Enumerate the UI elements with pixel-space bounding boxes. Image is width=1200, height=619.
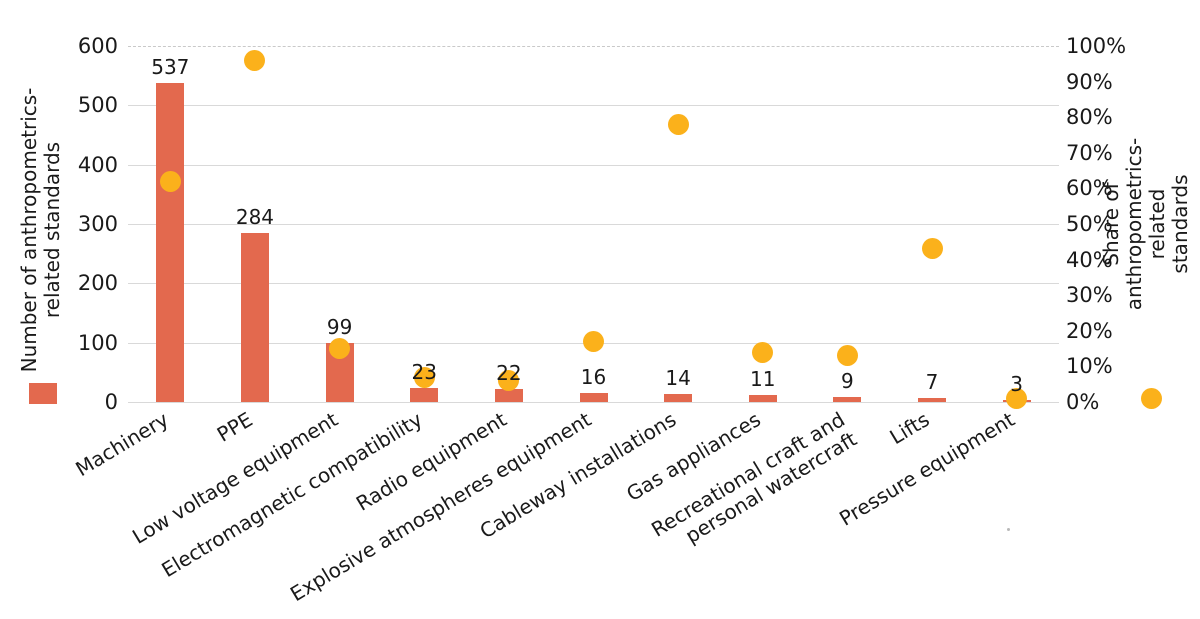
share-dot-cableway-installations xyxy=(667,113,689,135)
right-axis-tick: 50% xyxy=(1066,212,1113,236)
stray-mark xyxy=(1007,528,1010,531)
bar-value-machinery: 537 xyxy=(151,55,190,80)
bar-cableway-installations xyxy=(664,393,693,402)
right-axis-tick: 10% xyxy=(1066,354,1113,379)
x-label-ppe: PPE xyxy=(212,407,257,447)
bar-explosive-atmospheres-equipment xyxy=(579,392,608,402)
share-dot-radio-equipment xyxy=(498,370,520,392)
right-axis-tick: 0% xyxy=(1066,390,1100,414)
bar-series-legend-swatch xyxy=(29,383,57,404)
right-axis-tick: 100% xyxy=(1066,34,1127,58)
right-axis-tick: 70% xyxy=(1066,140,1113,165)
share-dot-ppe xyxy=(244,49,266,71)
bar-electromagnetic-compatibility xyxy=(410,388,439,402)
gridline xyxy=(128,105,1059,107)
x-label-explosive-atmospheres-equipment: Explosive atmospheres equipment xyxy=(286,407,596,607)
share-dot-machinery xyxy=(159,170,181,192)
left-axis-tick: 0 xyxy=(104,390,118,414)
share-dot-electromagnetic-compatibility xyxy=(413,366,435,388)
share-dot-pressure-equipment xyxy=(1006,387,1028,409)
bar-lifts xyxy=(918,397,947,402)
bar-value-lifts: 7 xyxy=(925,369,939,394)
bar-machinery xyxy=(156,83,185,402)
bar-gas-appliances xyxy=(748,395,777,402)
bar-value-low-voltage-equipment: 99 xyxy=(326,315,353,340)
gridline xyxy=(128,402,1059,403)
left-axis-tick: 400 xyxy=(77,152,118,177)
bar-value-electromagnetic-compatibility: 23 xyxy=(411,360,437,385)
gridline xyxy=(128,46,1059,47)
right-axis-tick: 30% xyxy=(1066,283,1113,308)
right-axis-tick: 40% xyxy=(1066,247,1113,272)
right-axis-tick: 80% xyxy=(1066,105,1113,130)
bar-radio-equipment xyxy=(494,388,523,402)
x-label-machinery: Machinery xyxy=(70,407,173,482)
left-axis-tick: 600 xyxy=(77,34,118,58)
gridline xyxy=(128,164,1059,166)
left-axis-tick: 200 xyxy=(77,271,118,296)
gridline xyxy=(128,224,1059,225)
share-dot-lifts xyxy=(921,238,943,260)
left-axis-tick: 500 xyxy=(77,93,118,118)
share-dot-explosive-atmospheres-equipment xyxy=(583,330,604,352)
left-axis-tick: 100 xyxy=(77,330,118,355)
scatter-series-legend-marker xyxy=(1141,388,1162,409)
share-dot-recreational-craft-and-personal-watercraft xyxy=(836,345,858,367)
share-dot-gas-appliances xyxy=(752,341,774,363)
right-axis-tick: 90% xyxy=(1066,69,1113,94)
bar-value-ppe: 284 xyxy=(235,205,275,230)
bar-value-radio-equipment: 22 xyxy=(496,360,522,385)
x-label-lifts: Lifts xyxy=(885,407,934,450)
bar-value-cableway-installations: 14 xyxy=(665,365,691,390)
left-axis-tick: 300 xyxy=(77,212,118,236)
right-axis-tick: 60% xyxy=(1066,176,1113,201)
bar-value-explosive-atmospheres-equipment: 16 xyxy=(580,364,607,389)
share-dot-low-voltage-equipment xyxy=(329,338,351,360)
gridline xyxy=(128,283,1059,285)
right-axis-tick: 20% xyxy=(1066,318,1113,343)
bar-recreational-craft-and-personal-watercraft xyxy=(833,396,862,402)
bar-value-pressure-equipment: 3 xyxy=(1010,372,1024,397)
right-axis-title: Share of anthropometrics- related standa… xyxy=(1099,137,1192,311)
bar-value-gas-appliances: 11 xyxy=(750,367,776,392)
bar-value-recreational-craft-and-personal-watercraft: 9 xyxy=(841,368,854,393)
plot-area: 537 284 99 23 22 16 14 11 9 7 3 xyxy=(128,46,1059,409)
bar-ppe xyxy=(240,233,269,402)
